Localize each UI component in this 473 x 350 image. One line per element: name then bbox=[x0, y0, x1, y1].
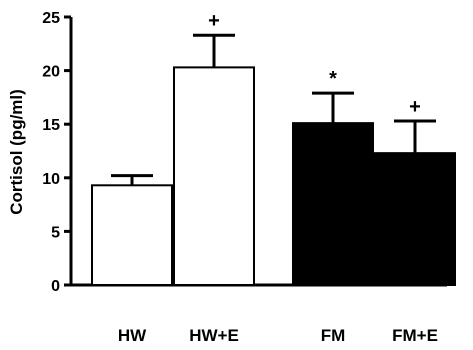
bar-hw-e bbox=[173, 66, 255, 286]
bar-hw bbox=[91, 184, 173, 286]
y-tick-label-5: 5 bbox=[51, 224, 60, 241]
category-label-hw-e: HW+E bbox=[189, 326, 239, 345]
y-tick-label-25: 25 bbox=[42, 10, 60, 27]
category-label-hw: HW bbox=[118, 326, 147, 345]
y-axis-title: Cortisol (pg/ml) bbox=[7, 89, 26, 215]
category-label-fm-e: FM+E bbox=[392, 326, 438, 345]
y-tick-label-10: 10 bbox=[42, 171, 60, 188]
annotation-hw-e: + bbox=[208, 10, 220, 32]
annotation-fm: * bbox=[329, 68, 337, 90]
y-tick-label-20: 20 bbox=[42, 64, 60, 81]
bar-fm-e bbox=[374, 152, 456, 286]
y-tick-label-15: 15 bbox=[42, 117, 60, 134]
plot-area: 0 5 10 15 20 25 HW + HW+E * FM + FM+E bbox=[42, 10, 456, 345]
annotation-fm-e: + bbox=[409, 96, 421, 118]
category-label-fm: FM bbox=[321, 326, 346, 345]
bar-fm bbox=[292, 122, 374, 286]
y-tick-label-0: 0 bbox=[51, 278, 60, 295]
